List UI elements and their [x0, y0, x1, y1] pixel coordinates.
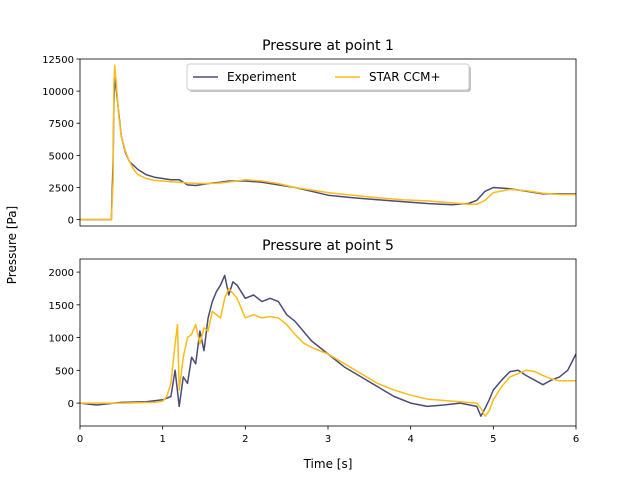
legend-label: STAR CCM+	[369, 70, 441, 84]
y-tick-label: 1500	[49, 301, 74, 312]
x-tick-label: 4	[407, 434, 413, 445]
y-tick-label: 12500	[42, 55, 74, 66]
y-tick-label: 2000	[49, 268, 74, 279]
x-tick-label: 1	[159, 434, 165, 445]
y-tick-label: 500	[55, 366, 74, 377]
y-tick-label: 2500	[49, 183, 74, 194]
x-tick-label: 0	[77, 434, 83, 445]
axes-frame	[79, 58, 577, 227]
x-tick-label: 2	[242, 434, 248, 445]
series-line-experiment	[80, 74, 576, 221]
figure-xlabel: Time [s]	[303, 457, 353, 471]
x-tick-label: 6	[573, 434, 579, 445]
y-tick-label: 1000	[49, 334, 74, 345]
y-tick-label: 0	[68, 399, 74, 410]
legend-box	[186, 63, 470, 91]
y-tick-label: 5000	[49, 151, 74, 162]
series-line-star-ccm	[80, 64, 576, 221]
chart-title: Pressure at point 5	[262, 238, 394, 254]
y-tick-label: 7500	[49, 119, 74, 130]
y-tick-label: 10000	[42, 87, 74, 98]
series-line-experiment	[80, 274, 576, 417]
legend-label: Experiment	[227, 70, 297, 84]
x-tick-label: 3	[325, 434, 331, 445]
y-tick-label: 0	[68, 216, 74, 227]
x-tick-label: 5	[490, 434, 496, 445]
chart-panel-pressure-point-1: Pressure at point 1 0 2500 5000 7500 10000 125…	[42, 38, 577, 227]
figure-ylabel: Pressure [Pa]	[5, 206, 19, 284]
series-line-star-ccm	[80, 287, 576, 417]
chart-panel-pressure-point-5: Pressure at point 5 0 500 1000 1500 2000 0 1 2 3 4…	[49, 238, 580, 445]
chart-title: Pressure at point 1	[262, 38, 394, 54]
